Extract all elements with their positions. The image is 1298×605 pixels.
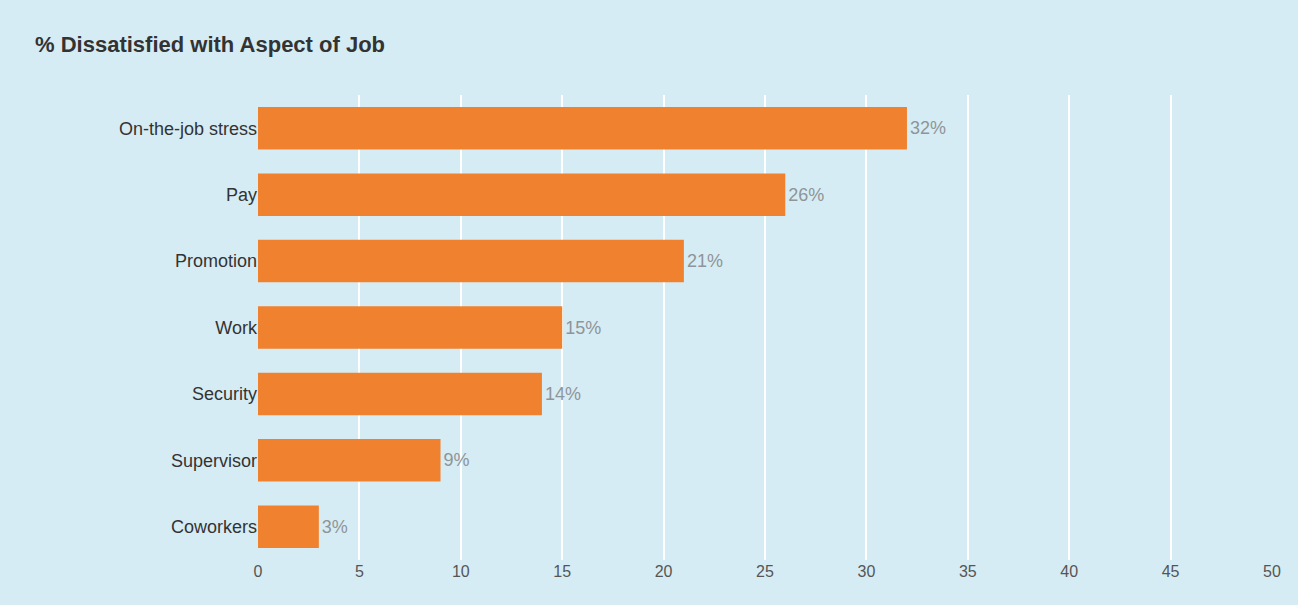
svg-text:9%: 9% — [444, 450, 470, 470]
svg-text:30: 30 — [858, 563, 876, 580]
svg-text:Security: Security — [192, 384, 257, 404]
svg-text:21%: 21% — [687, 251, 723, 271]
svg-text:Supervisor: Supervisor — [171, 451, 257, 471]
svg-text:15: 15 — [553, 563, 571, 580]
svg-text:3%: 3% — [322, 517, 348, 537]
svg-text:% Dissatisfied with Aspect of: % Dissatisfied with Aspect of Job — [35, 32, 385, 57]
svg-text:Work: Work — [215, 318, 258, 338]
svg-text:26%: 26% — [788, 185, 824, 205]
svg-text:5: 5 — [355, 563, 364, 580]
svg-text:Pay: Pay — [226, 185, 257, 205]
svg-text:25: 25 — [756, 563, 774, 580]
svg-text:40: 40 — [1060, 563, 1078, 580]
svg-text:10: 10 — [452, 563, 470, 580]
svg-text:Coworkers: Coworkers — [171, 517, 257, 537]
svg-text:On-the-job stress: On-the-job stress — [119, 119, 257, 139]
svg-text:20: 20 — [655, 563, 673, 580]
svg-text:14%: 14% — [545, 384, 581, 404]
svg-text:0: 0 — [254, 563, 263, 580]
svg-text:50: 50 — [1263, 563, 1281, 580]
svg-text:Promotion: Promotion — [175, 251, 257, 271]
svg-text:32%: 32% — [910, 118, 946, 138]
svg-text:45: 45 — [1162, 563, 1180, 580]
svg-text:35: 35 — [959, 563, 977, 580]
svg-text:15%: 15% — [565, 318, 601, 338]
